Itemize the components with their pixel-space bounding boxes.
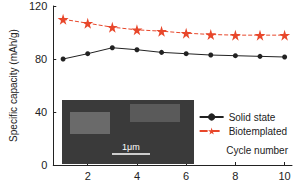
svg-text:10: 10 xyxy=(278,170,290,182)
svg-text:Cycle number: Cycle number xyxy=(226,145,288,156)
svg-text:Specific capacity (mAh/g): Specific capacity (mAh/g) xyxy=(8,29,19,142)
svg-text:120: 120 xyxy=(29,0,47,12)
svg-text:40: 40 xyxy=(35,106,47,118)
svg-text:0: 0 xyxy=(41,159,47,171)
svg-text:2: 2 xyxy=(85,170,91,182)
svg-text:Solid state: Solid state xyxy=(229,112,276,123)
svg-text:80: 80 xyxy=(35,53,47,65)
svg-text:Biotemplated: Biotemplated xyxy=(229,126,287,137)
svg-text:1μm: 1μm xyxy=(122,142,140,152)
svg-text:6: 6 xyxy=(183,170,189,182)
svg-text:4: 4 xyxy=(134,170,140,182)
svg-text:8: 8 xyxy=(232,170,238,182)
